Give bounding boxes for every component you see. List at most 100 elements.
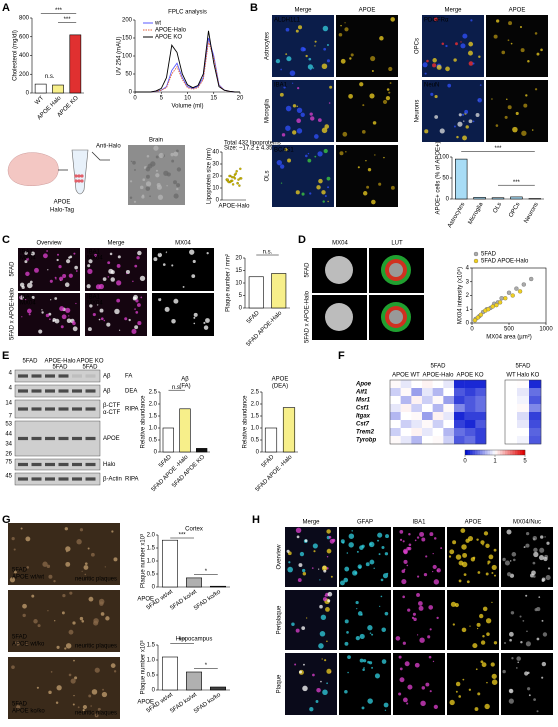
micrograph-texture [408, 533, 411, 536]
heatmap-cell [454, 404, 465, 413]
y-tick-label: 0.5 [149, 438, 158, 444]
micrograph-texture [330, 575, 333, 578]
micrograph-texture [81, 570, 83, 572]
micrograph-texture [164, 306, 170, 312]
micrograph-texture [349, 57, 352, 60]
micrograph-texture [361, 706, 365, 710]
micrograph-texture [425, 682, 430, 687]
stain-label: NeuN [424, 83, 439, 89]
micrograph [336, 145, 398, 207]
heatmap-cell [517, 436, 530, 445]
blot-band [18, 477, 28, 481]
micrograph-texture [102, 277, 107, 281]
micrograph-texture [539, 547, 545, 553]
heatmap-cell [411, 388, 423, 397]
micrograph-texture [417, 575, 420, 578]
heatmap-cell [400, 420, 412, 429]
y-tick-label: 0.5 [147, 673, 156, 679]
micrograph-texture [356, 608, 358, 610]
heatmap-cell [400, 404, 412, 413]
micrograph-texture [456, 135, 459, 139]
micrograph-texture [519, 25, 523, 29]
micrograph-texture [388, 91, 391, 94]
micrograph-texture [390, 17, 395, 22]
micrograph-texture [321, 127, 328, 134]
micrograph-texture [461, 627, 467, 633]
micrograph-texture [307, 152, 310, 155]
y-tick-label: 2 [466, 293, 470, 299]
heatmap-cell [443, 420, 455, 429]
micrograph-texture [72, 326, 78, 332]
micrograph-texture [19, 282, 25, 287]
micrograph-texture [284, 148, 288, 152]
bar [264, 427, 278, 453]
micrograph-texture [314, 45, 316, 47]
micrograph-texture [515, 111, 519, 115]
micrograph-texture [103, 319, 106, 322]
micrograph-texture [461, 544, 467, 550]
heatmap-cell [411, 436, 423, 445]
micrograph-texture [303, 663, 305, 666]
micrograph-texture [399, 538, 403, 541]
micrograph-texture [429, 690, 432, 693]
micrograph [339, 527, 391, 587]
micrograph-texture [145, 186, 151, 191]
micrograph-texture [46, 564, 51, 569]
micrograph-texture [68, 629, 74, 635]
diagram-label: Halo-Tag [50, 208, 74, 214]
heatmap-cell [529, 412, 542, 421]
micrograph-texture [326, 176, 331, 181]
micrograph-texture [203, 325, 209, 330]
micrograph-texture [408, 543, 412, 547]
micrograph-texture [502, 557, 506, 562]
data-point [239, 167, 242, 170]
micrograph-texture [42, 253, 48, 259]
micrograph-texture [56, 685, 62, 691]
micrograph-texture [531, 570, 536, 576]
micrograph-texture [434, 94, 438, 99]
panel-label: D [298, 234, 306, 246]
micrograph-texture [295, 190, 300, 195]
micrograph-texture [357, 166, 360, 169]
micrograph-texture [56, 258, 59, 262]
micrograph-texture [136, 256, 140, 260]
micrograph-texture [479, 613, 484, 619]
micrograph-texture [398, 655, 402, 659]
blot-band [18, 407, 28, 411]
micrograph-texture [538, 596, 541, 599]
heatmap-cell [432, 404, 444, 413]
x-tick-label: 5FAD APOE KO [171, 454, 206, 489]
mw-marker: 53 [5, 422, 12, 428]
micrograph-texture [287, 566, 293, 573]
column-header: Merge [107, 241, 125, 247]
micrograph-texture [130, 160, 133, 163]
micrograph-texture [98, 318, 101, 321]
micrograph-texture [431, 570, 434, 573]
significance: *** [64, 17, 72, 23]
colorbar-step [517, 450, 521, 455]
micrograph-texture [26, 308, 32, 314]
y-axis-label: Cholesterol (mg/dl) [13, 30, 19, 81]
micrograph-texture [82, 709, 85, 712]
micrograph-texture [469, 625, 471, 627]
micrograph-texture [124, 317, 128, 321]
heatmap-cell [464, 396, 476, 405]
x-tick-label: Microglia [467, 201, 485, 225]
x-tick-label: APOE-Halo [218, 204, 250, 210]
blot-band [85, 374, 96, 378]
panel-label: C [2, 234, 10, 246]
micrograph-texture [507, 105, 512, 110]
significance: * [205, 663, 208, 669]
micrograph-texture [480, 640, 486, 645]
chart-subtitle: (FA) [179, 384, 190, 390]
micrograph-texture [47, 269, 49, 271]
colorbar-step [507, 450, 511, 455]
data-point [228, 174, 231, 178]
micrograph-texture [320, 680, 322, 683]
micrograph [447, 653, 499, 715]
heatmap-cell [529, 404, 542, 413]
micrograph-texture [296, 107, 303, 113]
micrograph-texture [510, 42, 513, 45]
micrograph-texture [543, 556, 548, 562]
micrograph-texture [377, 532, 383, 538]
